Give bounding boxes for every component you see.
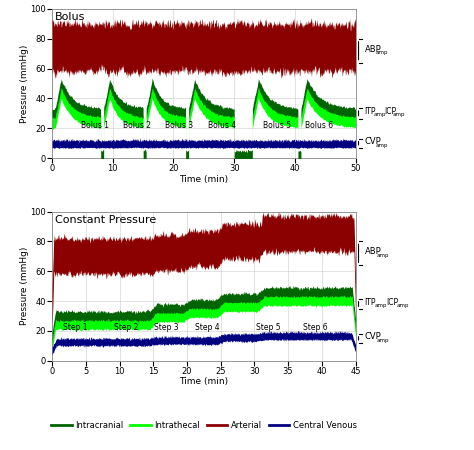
Y-axis label: Pressure (mmHg): Pressure (mmHg) <box>20 247 29 325</box>
Y-axis label: Pressure (mmHg): Pressure (mmHg) <box>20 45 29 123</box>
Text: Bolus 5: Bolus 5 <box>263 121 291 130</box>
Text: amp: amp <box>396 303 409 308</box>
Text: CVP: CVP <box>365 137 382 146</box>
Text: amp: amp <box>377 253 389 258</box>
Text: Bolus 4: Bolus 4 <box>208 121 236 130</box>
Legend: Intracranial, Intrathecal, Arterial, Central Venous: Intracranial, Intrathecal, Arterial, Cen… <box>47 418 360 433</box>
Text: Constant Pressure: Constant Pressure <box>55 215 156 225</box>
Text: Step 1: Step 1 <box>64 324 88 333</box>
Text: amp: amp <box>377 338 389 343</box>
Text: Bolus 2: Bolus 2 <box>123 121 151 130</box>
Text: Bolus 6: Bolus 6 <box>305 121 333 130</box>
Text: Step 5: Step 5 <box>255 324 280 333</box>
Text: ABP: ABP <box>365 248 382 256</box>
Text: amp: amp <box>374 112 386 117</box>
Text: amp: amp <box>393 112 406 117</box>
Text: ABP: ABP <box>365 45 382 54</box>
Text: Step 3: Step 3 <box>155 324 179 333</box>
Text: ITP: ITP <box>365 298 376 307</box>
Text: amp: amp <box>375 303 387 308</box>
Text: CVP: CVP <box>365 333 382 342</box>
Text: Step 6: Step 6 <box>303 324 328 333</box>
Text: Bolus 3: Bolus 3 <box>165 121 193 130</box>
Text: ITP: ITP <box>365 108 376 117</box>
Text: ICP: ICP <box>384 108 396 117</box>
Text: Step 4: Step 4 <box>195 324 219 333</box>
Text: Bolus: Bolus <box>55 12 85 22</box>
X-axis label: Time (min): Time (min) <box>179 175 228 184</box>
Text: Step 2: Step 2 <box>114 324 138 333</box>
Text: ICP: ICP <box>386 298 398 307</box>
X-axis label: Time (min): Time (min) <box>179 378 228 387</box>
Text: amp: amp <box>375 50 388 55</box>
Text: amp: amp <box>375 143 388 148</box>
Text: Bolus 1: Bolus 1 <box>81 121 109 130</box>
